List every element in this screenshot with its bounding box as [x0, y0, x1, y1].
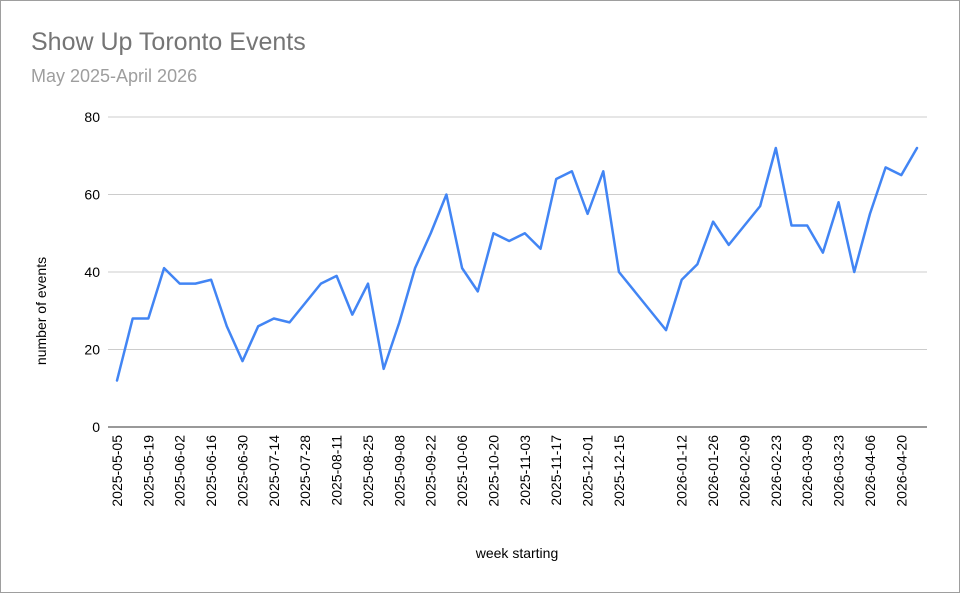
y-axis-ticks: 0 20 40 60 80	[84, 109, 100, 435]
x-tick-label: 2025-06-16	[203, 435, 219, 507]
x-tick-label: 2026-04-20	[893, 435, 909, 507]
x-tick-label: 2026-02-23	[768, 435, 784, 507]
series-line-0	[115, 146, 919, 382]
x-tick-label: 2025-12-01	[580, 435, 596, 507]
x-tick-label: 2025-07-28	[297, 435, 313, 507]
x-axis-ticks: 2025-05-05 2025-05-19 2025-06-02 2025-06-16…	[109, 435, 909, 507]
x-tick-label: 2026-04-06	[862, 435, 878, 507]
chart-title: Show Up Toronto Events	[31, 28, 306, 56]
x-tick-label: 2025-06-30	[234, 435, 250, 507]
x-tick-label: 2025-11-03	[517, 435, 533, 506]
x-tick-label: 2025-10-20	[485, 435, 501, 507]
y-tick-label: 0	[92, 419, 100, 435]
y-tick-label: 80	[84, 109, 100, 125]
series-layer	[115, 146, 919, 382]
y-tick-label: 60	[84, 187, 100, 203]
x-tick-label: 2026-02-09	[736, 435, 752, 507]
x-tick-label: 2026-01-26	[705, 435, 721, 507]
x-tick-label: 2025-08-11	[329, 435, 345, 506]
x-tick-label: 2025-05-05	[109, 435, 125, 507]
chart-subtitle: May 2025-April 2026	[31, 66, 198, 86]
y-axis-label: number of events	[33, 257, 49, 365]
x-axis-label: week starting	[475, 545, 558, 561]
x-tick-label: 2025-09-22	[423, 435, 439, 507]
y-tick-label: 40	[84, 264, 100, 280]
x-tick-label: 2025-08-25	[360, 435, 376, 507]
x-tick-label: 2025-06-02	[172, 435, 188, 507]
x-tick-label: 2026-03-09	[799, 435, 815, 507]
gridlines	[108, 116, 927, 428]
x-tick-label: 2026-01-12	[674, 435, 690, 507]
x-tick-label: 2025-12-15	[611, 435, 627, 507]
x-tick-label: 2025-11-17	[548, 435, 564, 506]
x-tick-label: 2025-09-08	[391, 435, 407, 507]
x-tick-label: 2025-10-06	[454, 435, 470, 507]
x-tick-label: 2025-05-19	[140, 435, 156, 507]
x-tick-label: 2025-07-14	[266, 435, 282, 507]
x-tick-label: 2026-03-23	[831, 435, 847, 507]
y-tick-label: 20	[84, 342, 100, 358]
